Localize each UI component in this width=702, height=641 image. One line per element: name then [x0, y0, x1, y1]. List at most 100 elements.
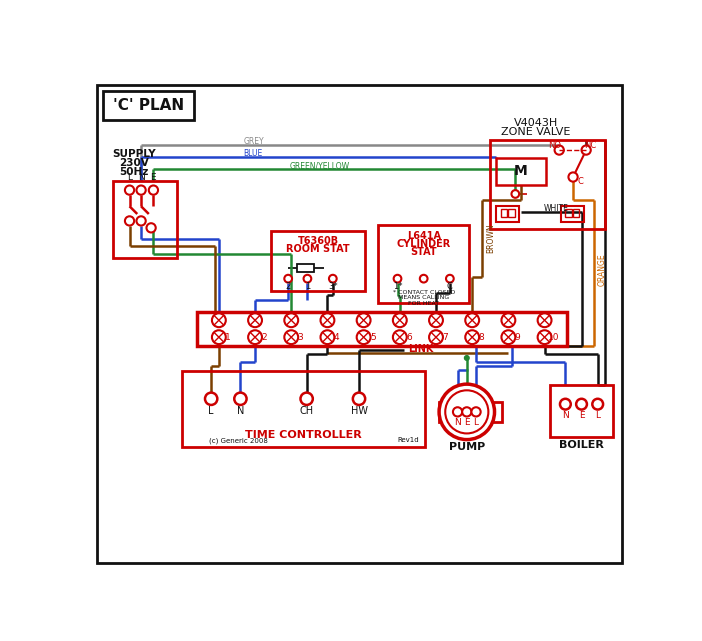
- Circle shape: [234, 393, 246, 405]
- Circle shape: [248, 313, 262, 327]
- Text: 1: 1: [225, 333, 231, 342]
- Circle shape: [429, 330, 443, 344]
- Text: 9: 9: [515, 333, 520, 342]
- Text: 230V: 230V: [119, 158, 149, 168]
- Circle shape: [329, 275, 337, 283]
- Text: MEANS CALLING: MEANS CALLING: [398, 296, 449, 301]
- Circle shape: [462, 407, 472, 417]
- Circle shape: [429, 313, 443, 327]
- Text: ORANGE: ORANGE: [597, 253, 607, 286]
- Circle shape: [576, 399, 587, 410]
- Circle shape: [321, 330, 334, 344]
- Text: Rev1d: Rev1d: [397, 437, 419, 444]
- Circle shape: [592, 399, 603, 410]
- Text: T6360B: T6360B: [298, 236, 339, 246]
- Bar: [378, 225, 469, 303]
- Text: V4043H: V4043H: [514, 118, 558, 128]
- Circle shape: [555, 146, 564, 154]
- Circle shape: [248, 330, 262, 344]
- Text: L: L: [595, 412, 600, 420]
- Text: NO: NO: [548, 141, 561, 150]
- Text: C: C: [578, 177, 583, 186]
- Bar: [298, 264, 314, 272]
- Circle shape: [394, 275, 402, 283]
- Circle shape: [569, 172, 578, 181]
- Circle shape: [353, 393, 365, 405]
- Circle shape: [560, 399, 571, 410]
- Text: N: N: [138, 173, 145, 182]
- Text: CH: CH: [300, 406, 314, 416]
- Circle shape: [147, 223, 156, 233]
- Bar: [112, 181, 178, 258]
- Circle shape: [125, 216, 134, 226]
- Circle shape: [303, 275, 311, 283]
- Bar: [182, 371, 425, 447]
- Circle shape: [538, 313, 552, 327]
- Text: 4: 4: [334, 333, 340, 342]
- Text: C: C: [447, 282, 453, 291]
- Text: STAT: STAT: [411, 247, 437, 258]
- Text: L: L: [208, 406, 214, 416]
- Text: N: N: [562, 412, 569, 420]
- Circle shape: [149, 185, 158, 195]
- Text: L641A: L641A: [406, 231, 441, 240]
- Circle shape: [465, 313, 479, 327]
- Text: GREY: GREY: [244, 137, 264, 146]
- Text: E: E: [151, 173, 157, 182]
- Text: 2: 2: [261, 333, 267, 342]
- Text: 2: 2: [286, 282, 291, 291]
- Bar: [271, 231, 365, 291]
- Circle shape: [357, 330, 371, 344]
- Text: PUMP: PUMP: [449, 442, 485, 451]
- Bar: [103, 91, 194, 120]
- Text: SUPPLY: SUPPLY: [112, 149, 156, 159]
- Text: N: N: [237, 406, 244, 416]
- Text: L: L: [127, 173, 132, 182]
- Text: 10: 10: [548, 333, 559, 342]
- Bar: [496, 206, 519, 222]
- Text: WHITE: WHITE: [544, 204, 569, 213]
- Text: 5: 5: [370, 333, 376, 342]
- Text: 1: 1: [305, 282, 310, 291]
- Circle shape: [125, 185, 134, 195]
- Text: ROOM STAT: ROOM STAT: [286, 244, 350, 254]
- Text: NC: NC: [584, 141, 596, 150]
- Bar: [486, 402, 502, 422]
- Text: E: E: [578, 412, 584, 420]
- Circle shape: [212, 313, 226, 327]
- Text: 6: 6: [406, 333, 412, 342]
- Bar: [490, 140, 605, 229]
- Text: N: N: [454, 418, 461, 427]
- Circle shape: [284, 275, 292, 283]
- Bar: [550, 385, 613, 437]
- Text: 3: 3: [298, 333, 303, 342]
- Circle shape: [453, 407, 462, 417]
- Text: E: E: [464, 418, 470, 427]
- Text: (c) Generic 2008: (c) Generic 2008: [209, 437, 267, 444]
- Circle shape: [393, 330, 406, 344]
- Text: GREEN/YELLOW: GREEN/YELLOW: [290, 162, 350, 171]
- Circle shape: [136, 185, 146, 195]
- Text: HW: HW: [350, 406, 368, 416]
- Text: 7: 7: [442, 333, 448, 342]
- Circle shape: [538, 330, 552, 344]
- Bar: [508, 210, 515, 217]
- Circle shape: [446, 275, 453, 283]
- Circle shape: [284, 330, 298, 344]
- Circle shape: [284, 313, 298, 327]
- Circle shape: [205, 393, 218, 405]
- Text: M: M: [514, 164, 528, 178]
- Circle shape: [472, 407, 481, 417]
- Circle shape: [465, 356, 469, 360]
- Circle shape: [581, 146, 591, 154]
- Circle shape: [321, 313, 334, 327]
- Text: BROWN: BROWN: [486, 224, 495, 253]
- Circle shape: [445, 390, 489, 433]
- Bar: [439, 402, 454, 422]
- Text: 1*: 1*: [392, 282, 402, 291]
- Bar: [573, 210, 579, 217]
- Text: BLUE: BLUE: [244, 149, 263, 158]
- Text: L: L: [474, 418, 479, 427]
- Circle shape: [501, 313, 515, 327]
- Text: 'C' PLAN: 'C' PLAN: [113, 98, 185, 113]
